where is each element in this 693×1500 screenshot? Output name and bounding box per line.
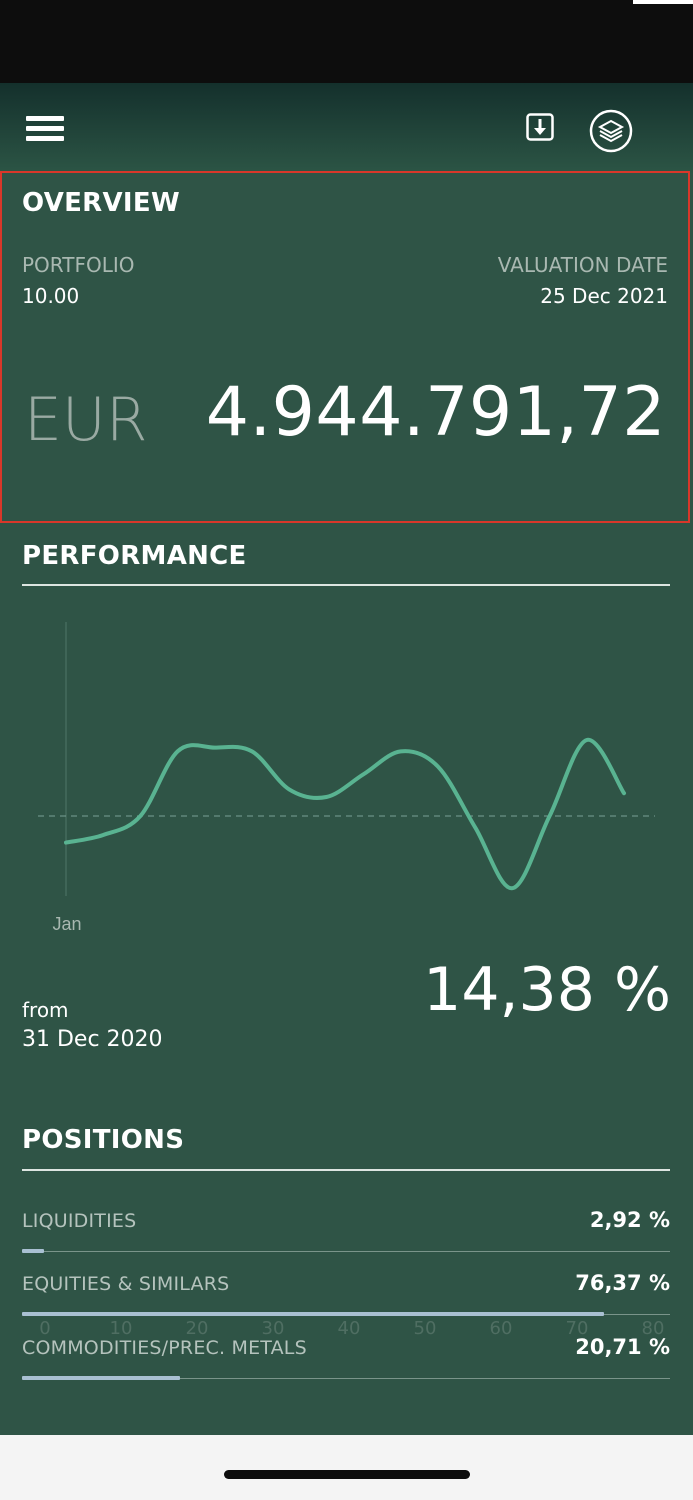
status-bar-indicator	[633, 0, 693, 4]
overview-section[interactable]: OVERVIEW PORTFOLIO 10.00 VALUATION DATE …	[0, 171, 690, 523]
axis-tick-60: 60	[489, 1318, 513, 1339]
axis-tick-20: 20	[185, 1318, 209, 1339]
bottom-area	[0, 1435, 693, 1500]
position-value: 2,92 %	[589, 1208, 670, 1232]
layers-icon[interactable]	[588, 108, 634, 154]
performance-from-date: 31 Dec 2020	[22, 1027, 163, 1052]
position-row-liquidities[interactable]: LIQUIDITIES 2,92 %	[22, 1208, 670, 1250]
positions-divider	[22, 1169, 670, 1171]
app-screen: OVERVIEW PORTFOLIO 10.00 VALUATION DATE …	[0, 83, 693, 1435]
position-bar-equities	[22, 1312, 605, 1316]
download-icon[interactable]	[526, 113, 554, 141]
position-bar-commodities	[22, 1376, 180, 1380]
performance-title: PERFORMANCE	[22, 541, 247, 571]
overview-title: OVERVIEW	[22, 188, 180, 218]
axis-tick-10: 10	[109, 1318, 133, 1339]
axis-tick-0: 0	[39, 1318, 51, 1339]
position-row-commodities[interactable]: COMMODITIES/PREC. METALS 20,71 %	[22, 1335, 670, 1377]
position-name: LIQUIDITIES	[22, 1210, 137, 1232]
axis-tick-70: 70	[565, 1318, 589, 1339]
performance-chart[interactable]: Jan	[0, 608, 693, 948]
chart-series-line	[64, 738, 626, 891]
hamburger-menu-icon[interactable]	[26, 116, 64, 142]
performance-divider	[22, 584, 670, 586]
position-name: COMMODITIES/PREC. METALS	[22, 1337, 307, 1359]
axis-tick-40: 40	[337, 1318, 361, 1339]
performance-from-label: from	[22, 998, 69, 1022]
status-bar	[0, 0, 693, 83]
axis-tick-80: 80	[641, 1318, 665, 1339]
position-name: EQUITIES & SIMILARS	[22, 1273, 230, 1295]
positions-axis: 0 10 20 30 40 50 60 70 80	[0, 1318, 693, 1344]
position-bar-liquidities	[22, 1249, 45, 1253]
portfolio-label: PORTFOLIO	[22, 253, 135, 277]
valuation-date-value: 25 Dec 2021	[540, 284, 668, 308]
chart-x-label-jan: Jan	[52, 914, 81, 934]
position-row-equities[interactable]: EQUITIES & SIMILARS 76,37 %	[22, 1271, 670, 1313]
home-indicator[interactable]	[224, 1470, 470, 1479]
position-divider	[22, 1378, 670, 1379]
performance-value: 14,38 %	[423, 955, 671, 1025]
valuation-date-label: VALUATION DATE	[497, 253, 668, 277]
axis-tick-30: 30	[261, 1318, 285, 1339]
position-value: 20,71 %	[575, 1335, 670, 1359]
top-bar	[0, 83, 693, 173]
portfolio-amount: 4.944.791,72	[205, 373, 666, 452]
position-divider	[22, 1251, 670, 1252]
currency-code: EUR	[24, 385, 148, 455]
positions-title: POSITIONS	[22, 1125, 185, 1155]
portfolio-value: 10.00	[22, 284, 80, 308]
position-value: 76,37 %	[575, 1271, 670, 1295]
axis-tick-50: 50	[413, 1318, 437, 1339]
